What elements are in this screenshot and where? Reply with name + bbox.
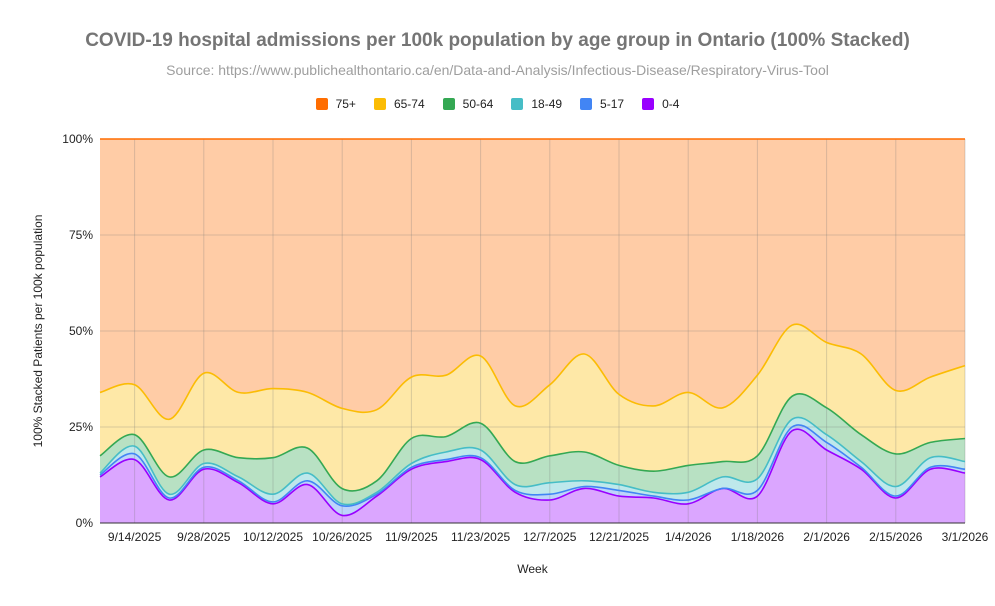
legend-item-65-74: 65-74 xyxy=(373,97,425,111)
line-65-74 xyxy=(99,323,966,421)
legend-swatch xyxy=(315,98,328,110)
line-5-17 xyxy=(99,424,966,507)
legend-label: 65-74 xyxy=(393,97,425,111)
x-tick-label: 2/15/2026 xyxy=(869,530,923,544)
y-tick-label: 100% xyxy=(62,132,93,146)
legend-item-5-17: 5-17 xyxy=(580,97,624,111)
x-axis-title: Week xyxy=(517,562,548,576)
x-tick-label: 1/4/2026 xyxy=(665,530,712,544)
legend-item-0-4: 0-4 xyxy=(642,97,679,111)
y-tick-label: 0% xyxy=(76,516,94,530)
legend-label: 5-17 xyxy=(600,97,625,111)
y-axis-title: 100% Stacked Patients per 100k populatio… xyxy=(31,215,45,448)
x-tick-label: 12/21/2025 xyxy=(589,530,649,544)
x-tick-label: 11/23/2025 xyxy=(451,530,510,544)
legend-label: 50-64 xyxy=(462,97,494,111)
y-tick-label: 25% xyxy=(69,420,93,434)
x-tick-label: 10/26/2025 xyxy=(312,530,372,544)
line-50-64 xyxy=(99,393,966,492)
x-tick-label: 2/1/2026 xyxy=(803,530,850,544)
legend-label: 0-4 xyxy=(662,97,680,111)
line-0-4 xyxy=(99,428,966,517)
legend-item-50-64: 50-64 xyxy=(442,97,494,111)
legend-label: 18-49 xyxy=(531,97,563,111)
y-tick-label: 75% xyxy=(69,228,93,242)
legend-swatch xyxy=(442,98,455,110)
area-5-17 xyxy=(100,424,965,516)
legend-swatch xyxy=(373,98,386,110)
area-65-74 xyxy=(100,324,965,491)
x-tick-label: 1/18/2026 xyxy=(731,530,785,544)
x-tick-label: 9/28/2025 xyxy=(177,530,231,544)
legend-item-18-49: 18-49 xyxy=(511,97,562,111)
x-tick-label: 9/14/2025 xyxy=(108,530,162,544)
chart-title: COVID-19 hospital admissions per 100k po… xyxy=(85,30,910,51)
legend-item-75+: 75+ xyxy=(315,97,356,111)
chart-subtitle: Source: https://www.publichealthontario.… xyxy=(166,62,829,78)
line-18-49 xyxy=(99,416,966,506)
x-tick-label: 10/12/2025 xyxy=(243,530,303,544)
area-75+ xyxy=(100,139,965,420)
legend-label: 75+ xyxy=(335,97,356,111)
legend-swatch xyxy=(511,98,524,110)
legend-swatch xyxy=(642,98,655,110)
area-50-64 xyxy=(100,393,965,505)
x-tick-label: 3/1/2026 xyxy=(942,530,989,544)
x-tick-label: 11/9/2025 xyxy=(385,530,438,544)
x-tick-label: 12/7/2025 xyxy=(523,530,577,544)
chart-legend: 75+ 65-74 50-64 18-49 5-17 0-4 xyxy=(0,97,995,111)
legend-swatch xyxy=(580,98,593,110)
y-tick-label: 50% xyxy=(69,324,93,338)
